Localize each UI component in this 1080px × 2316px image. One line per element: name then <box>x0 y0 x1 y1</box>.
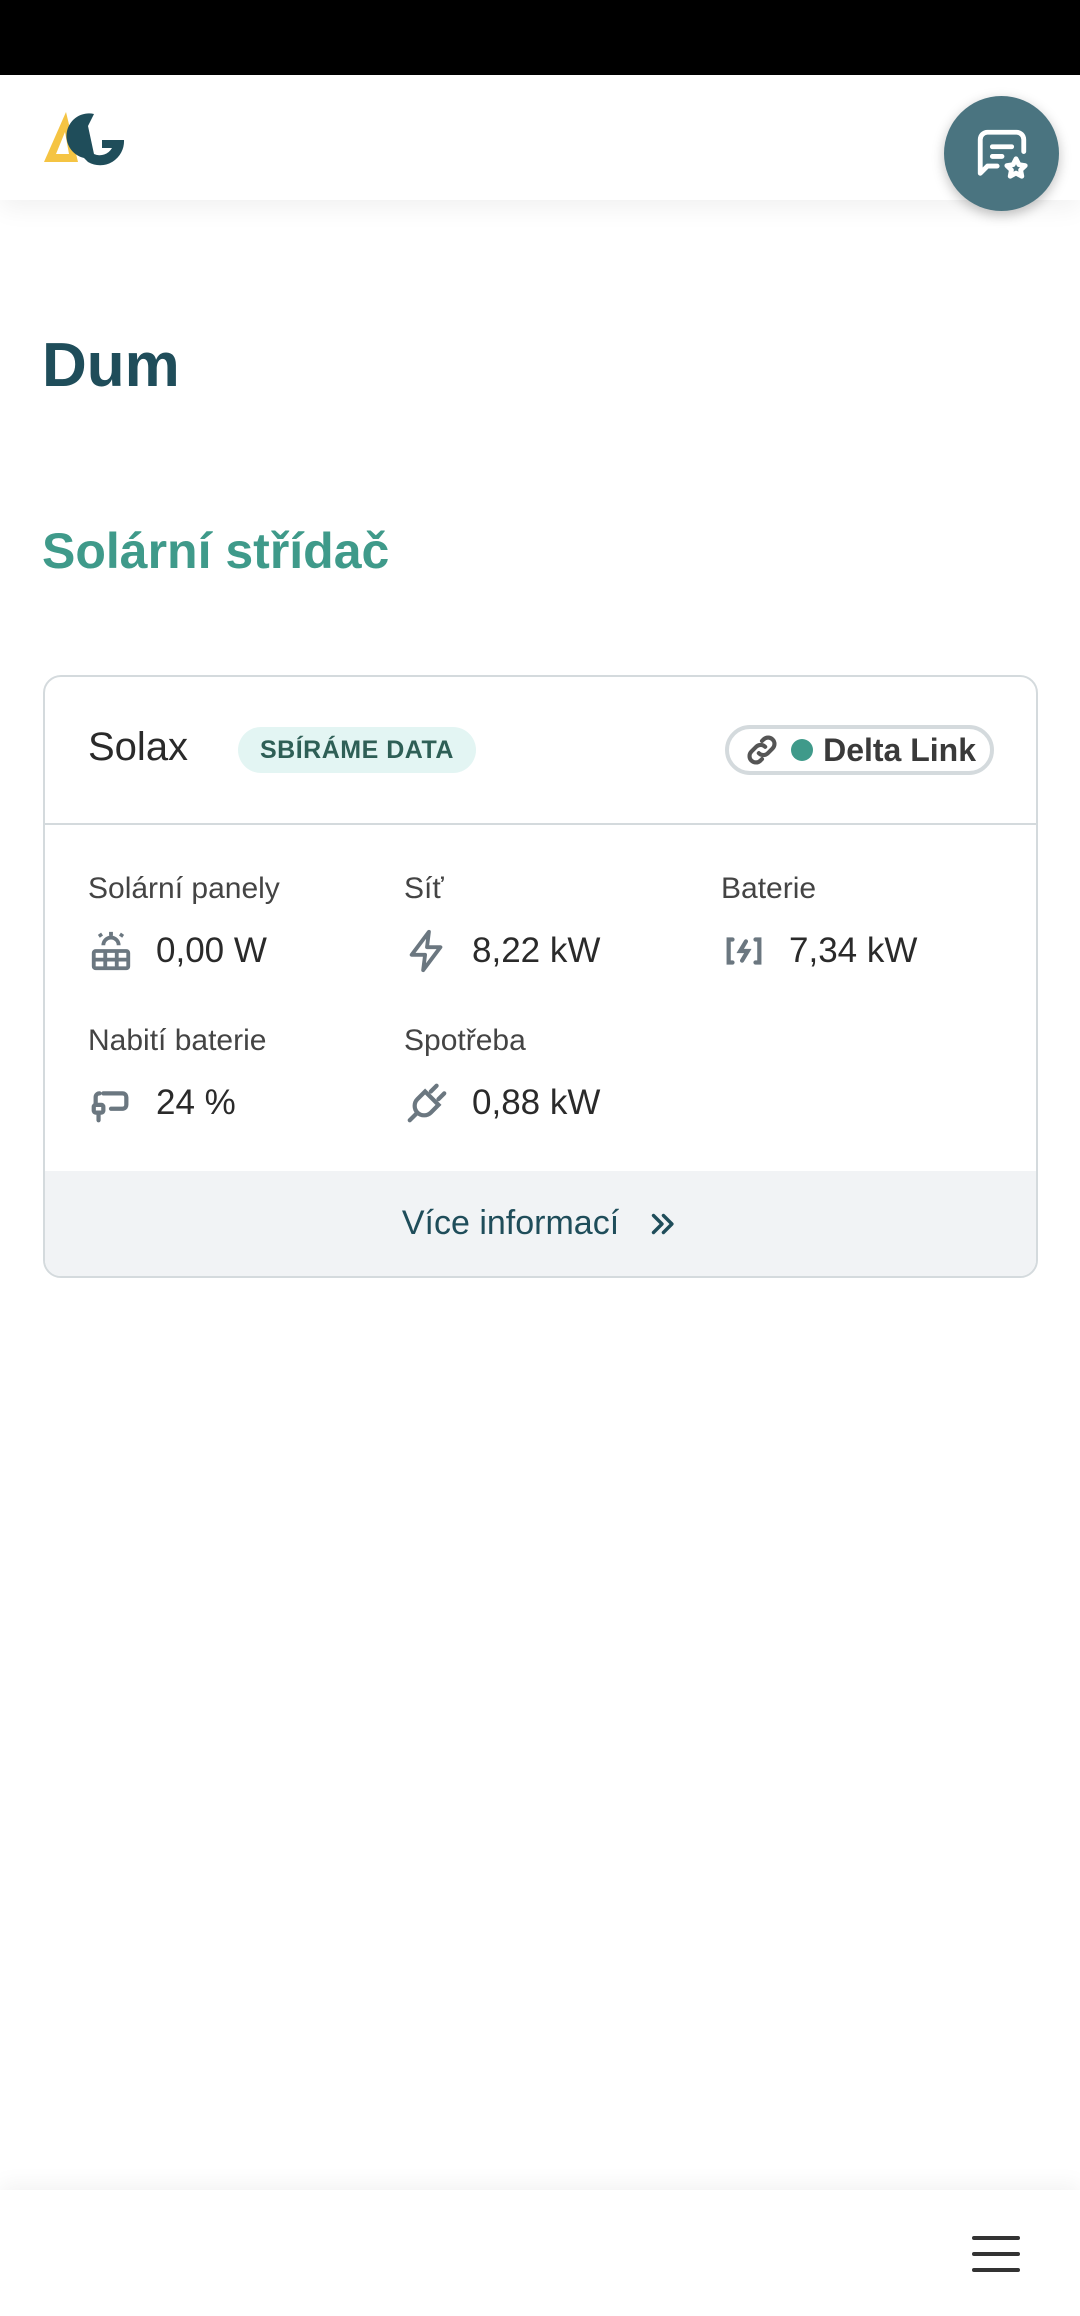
metric-value: 0,88 kW <box>472 1083 601 1122</box>
menu-icon[interactable] <box>972 2236 1020 2272</box>
card-header: Solax SBÍRÁME DATA Delta Link <box>45 677 1036 825</box>
metric-label: Spotřeba <box>404 1024 526 1057</box>
more-info-button[interactable]: Více informací <box>45 1171 1036 1276</box>
chat-star-icon <box>977 129 1028 179</box>
metric-label: Síť <box>404 872 444 905</box>
battery-plug-icon <box>91 1091 129 1123</box>
metric-solar: Solární panely 0,00 W <box>88 872 388 974</box>
bottom-bar <box>0 2190 1080 2316</box>
battery-charging-icon <box>726 937 762 965</box>
section-title: Solární střídač <box>42 523 390 579</box>
status-dot <box>791 739 814 761</box>
inverter-card: Solax SBÍRÁME DATA Delta Link Solární pa… <box>43 675 1038 1278</box>
connection-label: Delta Link <box>823 731 976 768</box>
solar-panel-icon <box>91 931 131 971</box>
metric-grid: Síť 8,22 kW <box>404 872 704 974</box>
connection-badge[interactable]: Delta Link <box>725 725 994 775</box>
status-bar <box>0 0 1080 75</box>
plug-icon <box>407 1083 447 1123</box>
metric-label: Baterie <box>721 872 817 905</box>
status-badge: SBÍRÁME DATA <box>238 727 476 773</box>
metric-value: 24 % <box>156 1083 236 1122</box>
inverter-brand: Solax <box>88 725 189 769</box>
page-title: Dum <box>42 331 180 400</box>
metric-label: Solární panely <box>88 872 280 905</box>
top-bar <box>0 75 1080 200</box>
metric-value: 7,34 kW <box>789 931 918 970</box>
link-icon <box>747 735 777 765</box>
feedback-button[interactable] <box>944 96 1059 211</box>
metric-battery: Baterie 7,34 kW <box>721 872 1021 974</box>
metric-value: 0,00 W <box>156 931 267 970</box>
more-info-label: Více informací <box>401 1204 620 1242</box>
metric-battery-charge: Nabití baterie 24 % <box>88 1024 388 1126</box>
bolt-icon <box>409 929 443 973</box>
metric-consumption: Spotřeba 0,88 kW <box>404 1024 704 1126</box>
metric-label: Nabití baterie <box>88 1024 267 1057</box>
metric-value: 8,22 kW <box>472 931 601 970</box>
chevrons-right-icon <box>651 1213 674 1234</box>
logo[interactable] <box>44 110 128 166</box>
